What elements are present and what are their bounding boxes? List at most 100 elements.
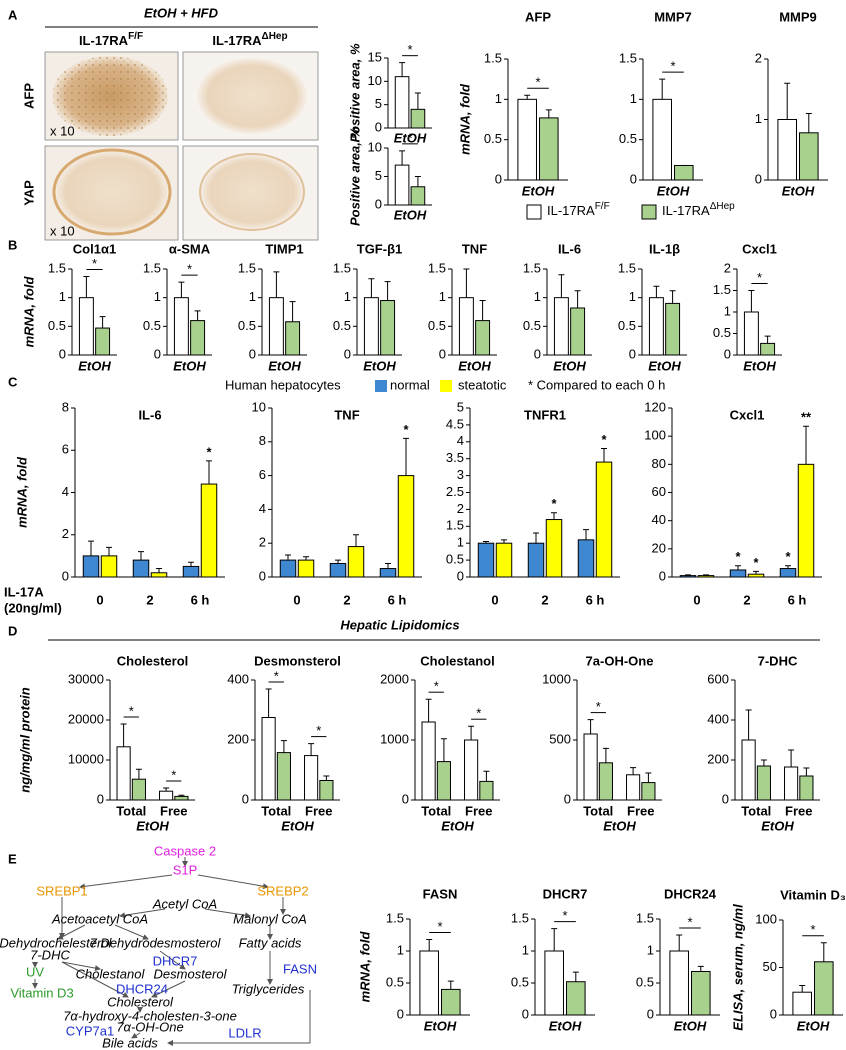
x-tick-label: Total [741, 803, 771, 818]
y-tick-label: 0 [629, 346, 636, 361]
error-bar [524, 94, 531, 100]
y-tick-label: 500 [549, 731, 571, 746]
legend-title: Human hepatocytes [225, 377, 341, 392]
error-bar [414, 92, 421, 110]
pathway-node: 7 Dehydrochelesterol [0, 935, 113, 950]
bar [517, 98, 537, 181]
pathway-node: 7-DHC [30, 947, 70, 962]
error-bar [735, 565, 741, 570]
bar [626, 774, 641, 801]
x-tick-label: Free [305, 803, 332, 818]
significance: * [171, 767, 176, 782]
error-bar [551, 512, 557, 520]
error-bar [805, 112, 812, 133]
row-label: YAP [21, 180, 36, 206]
error-bar [645, 772, 652, 783]
arrow [131, 1032, 141, 1039]
legend-label: IL-17RAΔHep [662, 201, 735, 218]
chart-title: FASN [423, 886, 458, 901]
y-tick-label: 60 [652, 484, 666, 499]
x-tick-label: 2 [541, 592, 548, 607]
y-tick-label: 1.5 [48, 260, 66, 275]
y-axis-label: mRNA, fold [21, 276, 36, 348]
treatment-label: (20ng/ml) [4, 600, 62, 615]
y-tick-label: 5 [457, 399, 464, 414]
error-bar [630, 767, 637, 775]
panel-letter: C [8, 374, 18, 389]
legend-label-sup: F/F [595, 201, 610, 212]
x-tick-label: EtOH [522, 183, 555, 198]
bar [697, 575, 715, 578]
chart-title: Cholestanol [420, 653, 494, 668]
y-tick-label: 20000 [68, 711, 104, 726]
bar [729, 569, 747, 578]
x-tick-label: 6 h [191, 592, 210, 607]
chart-title: TIMP1 [265, 241, 303, 256]
bar [394, 164, 410, 206]
pathway-node: Fatty acids [239, 935, 302, 950]
error-bar [194, 310, 201, 321]
y-tick-label: 0 [522, 1006, 529, 1021]
significance: * [316, 723, 321, 738]
y-tick-label: 0 [439, 346, 446, 361]
y-axis-label: mRNA, fold [457, 83, 472, 155]
error-bar [653, 285, 660, 298]
error-bar [803, 767, 810, 776]
arrow [159, 950, 186, 970]
bar [577, 539, 595, 578]
y-tick-label: 600 [707, 671, 729, 686]
y-tick-label: 400 [227, 671, 249, 686]
bar [665, 302, 681, 356]
bar [814, 961, 834, 1016]
bar [743, 311, 759, 356]
x-tick-label: Total [583, 803, 613, 818]
panel-letter: A [8, 7, 18, 22]
bar [648, 297, 664, 356]
x-tick-label: EtOH [394, 207, 427, 222]
bar [475, 320, 491, 356]
y-axis-label: Positive area, % [347, 43, 362, 142]
legend-label-sup: ΔHep [710, 201, 735, 212]
error-bar [551, 928, 558, 951]
significance: * [407, 42, 412, 57]
x-tick-label: EtOH [549, 1018, 582, 1033]
x-tick-label: 2 [343, 592, 350, 607]
y-axis-label: mRNA, fold [14, 456, 29, 528]
bar [679, 575, 697, 578]
arrow [114, 924, 149, 940]
y-tick-label: 1 [249, 289, 256, 304]
error-bar [285, 554, 291, 561]
error-bar [88, 540, 94, 556]
y-tick-label: 8 [62, 399, 69, 414]
chart-title: Desmonsterol [254, 653, 341, 668]
y-tick-label: 2 [724, 260, 731, 275]
y-tick-label: 0 [375, 196, 382, 211]
significance: * [687, 914, 692, 929]
bar [347, 546, 365, 578]
y-tick-label: 2000 [380, 671, 409, 686]
x-tick-label: EtOH [782, 183, 815, 198]
chart-title: TGF-β1 [357, 241, 403, 256]
error-bar [583, 529, 589, 540]
bar [421, 721, 436, 801]
significance: * [601, 432, 607, 447]
x-tick-label: EtOH [268, 358, 301, 373]
arrow [61, 961, 101, 972]
error-bar [265, 688, 272, 718]
significance: * [735, 549, 741, 564]
error-bar [399, 62, 406, 77]
y-tick-label: 2 [259, 535, 266, 550]
y-tick-label: 1.5 [238, 260, 256, 275]
bar [784, 766, 799, 801]
bar [329, 562, 347, 578]
y-tick-label: 0 [402, 791, 409, 806]
bar [100, 555, 118, 578]
arrow [119, 908, 166, 919]
y-tick-label: 0 [457, 568, 464, 583]
bar [527, 542, 545, 578]
pathway-arrows [32, 857, 311, 1046]
error-bar [483, 541, 489, 544]
pathway-node: Malonyl CoA [233, 911, 307, 926]
x-tick-label: 6 h [788, 592, 807, 607]
